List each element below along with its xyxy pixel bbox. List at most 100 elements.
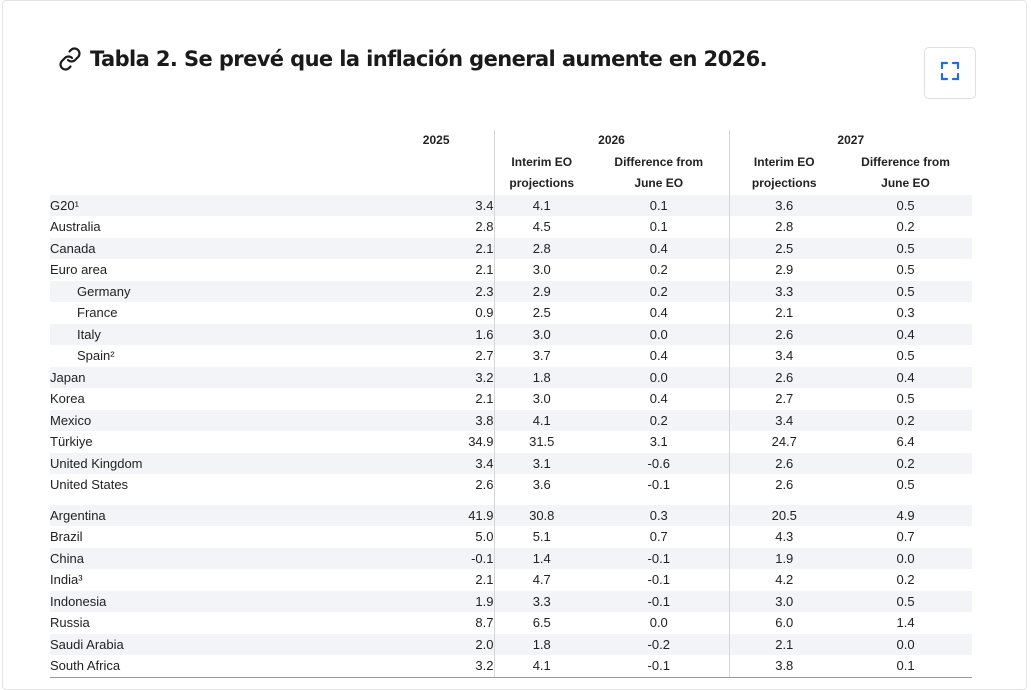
row-label: China [50, 547, 292, 569]
value-2027-interim: 6.0 [728, 612, 840, 634]
table-row: Saudi Arabia 2.0 1.8 -0.2 2.1 0.0 [50, 633, 973, 655]
value-2027-interim: 4.2 [728, 569, 840, 591]
row-label: France [77, 305, 118, 320]
value-2027-diff: 6.4 [896, 434, 915, 449]
table-row: Italy 1.6 3.0 0.0 2.6 0.4 [50, 323, 973, 345]
value-2027-diff: 0.5 [896, 348, 915, 363]
value-2027-interim: 2.9 [728, 259, 840, 281]
value-2026-interim: 4.1 [493, 409, 589, 431]
value-2027-interim: 2.6 [728, 323, 840, 345]
value-2027-diff: 0.2 [896, 572, 915, 587]
row-label: Saudi Arabia [50, 633, 292, 655]
value-2027-diff: 4.9 [839, 504, 973, 526]
group-separator [50, 495, 973, 505]
value-2026-diff: 0.0 [589, 323, 730, 345]
value-2027-diff: 0.0 [839, 633, 973, 655]
value-2026-diff: 0.4 [649, 305, 668, 320]
row-label: South Africa [50, 655, 292, 678]
table-row: United States 2.6 3.6 -0.1 2.6 0.5 [50, 474, 972, 496]
value-2025: 2.1 [475, 572, 494, 587]
row-label: Indonesia [50, 590, 292, 612]
value-2027-diff: 0.5 [896, 262, 915, 277]
value-2025: 8.7 [475, 615, 494, 630]
table-row: Türkiye 34.9 31.5 3.1 24.7 6.4 [50, 431, 972, 453]
row-label: Canada [50, 237, 292, 259]
value-2026-interim: 4.1 [493, 194, 589, 216]
value-2026-diff: 0.2 [589, 409, 730, 431]
value-2027-diff: 0.4 [839, 366, 973, 388]
table-row: Indonesia 1.9 3.3 -0.1 3.0 0.5 [50, 590, 973, 612]
table-row: France 0.9 2.5 0.4 2.1 0.3 [50, 302, 972, 324]
value-2025: 1.9 [292, 590, 494, 612]
value-2027-diff: 0.5 [839, 590, 973, 612]
year-2026-header: 2026 [493, 130, 730, 152]
value-2026-interim: 3.1 [493, 452, 589, 474]
row-label: Japan [50, 366, 292, 388]
value-2027-diff: 0.7 [896, 529, 915, 544]
value-2026-diff: 3.1 [649, 434, 668, 449]
row-label: India³ [50, 572, 83, 587]
value-2026-diff: 0.2 [649, 262, 668, 277]
value-2025: 41.9 [292, 504, 494, 526]
value-2025: 3.4 [292, 194, 494, 216]
value-2026-interim: 4.5 [493, 216, 589, 238]
value-2026-interim: 30.8 [493, 504, 589, 526]
row-label: Argentina [50, 504, 292, 526]
value-2026-diff: 0.0 [649, 615, 668, 630]
value-2027-interim: 2.5 [728, 237, 840, 259]
value-2026-diff: 0.0 [589, 366, 730, 388]
row-label: G20¹ [50, 194, 292, 216]
value-2025: 1.6 [292, 323, 494, 345]
row-label: Korea [50, 391, 85, 406]
table-row: G20¹ 3.4 4.1 0.1 3.6 0.5 [50, 194, 973, 216]
value-2027-interim: 20.5 [728, 504, 840, 526]
subheader-interim-2026: Interim EO projections [493, 151, 589, 195]
link-icon[interactable] [58, 47, 82, 71]
row-label: Italy [50, 323, 292, 345]
value-2026-interim: 4.1 [493, 655, 589, 678]
value-2026-interim: 2.8 [493, 237, 589, 259]
value-2026-interim: 3.7 [493, 345, 589, 367]
value-2025: 2.7 [475, 348, 494, 363]
row-label: Australia [50, 219, 101, 234]
value-2027-interim: 3.4 [728, 345, 840, 367]
header-blank [50, 130, 292, 152]
value-2026-interim: 4.7 [493, 569, 589, 591]
value-2027-diff: 0.2 [839, 409, 973, 431]
row-label: Germany [50, 280, 292, 302]
table-row: Mexico 3.8 4.1 0.2 3.4 0.2 [50, 409, 973, 431]
value-2026-interim: 3.6 [493, 474, 589, 496]
expand-icon [939, 60, 961, 87]
subheader-interim-2027: Interim EO projections [728, 151, 840, 195]
table-row: Brazil 5.0 5.1 0.7 4.3 0.7 [50, 526, 972, 548]
value-2026-diff: 0.3 [589, 504, 730, 526]
value-2027-interim: 3.3 [728, 280, 840, 302]
row-label: Russia [50, 615, 90, 630]
value-2026-interim: 1.8 [493, 633, 589, 655]
value-2027-diff: 0.5 [896, 391, 915, 406]
table-row: Euro area 2.1 3.0 0.2 2.9 0.5 [50, 259, 972, 281]
subheader-diff-2027: Difference from June EO [861, 154, 950, 191]
value-2026-diff: -0.1 [589, 590, 730, 612]
value-2027-interim: 2.6 [728, 474, 840, 496]
row-label: Spain² [77, 348, 115, 363]
value-2026-diff: 0.1 [649, 219, 668, 234]
value-2026-interim: 1.8 [493, 366, 589, 388]
value-2025: 3.8 [292, 409, 494, 431]
value-2025: 2.1 [475, 391, 494, 406]
value-2026-interim: 3.0 [493, 388, 589, 410]
page-title: Tabla 2. Se prevé que la inflación gener… [90, 47, 768, 71]
expand-button[interactable] [924, 47, 976, 99]
row-label: Türkiye [50, 434, 93, 449]
row-label: Mexico [50, 409, 292, 431]
value-2027-diff: 0.5 [839, 280, 973, 302]
value-2026-diff: 0.7 [649, 529, 668, 544]
row-label: Euro area [50, 262, 108, 277]
table-row: India³ 2.1 4.7 -0.1 4.2 0.2 [50, 569, 972, 591]
table-row: South Africa 3.2 4.1 -0.1 3.8 0.1 [50, 655, 973, 678]
value-2025: 2.1 [292, 237, 494, 259]
value-2026-interim: 6.5 [493, 612, 589, 634]
value-2025: 2.1 [475, 262, 494, 277]
value-2026-diff: -0.1 [647, 477, 670, 492]
value-2025: 2.8 [475, 219, 494, 234]
